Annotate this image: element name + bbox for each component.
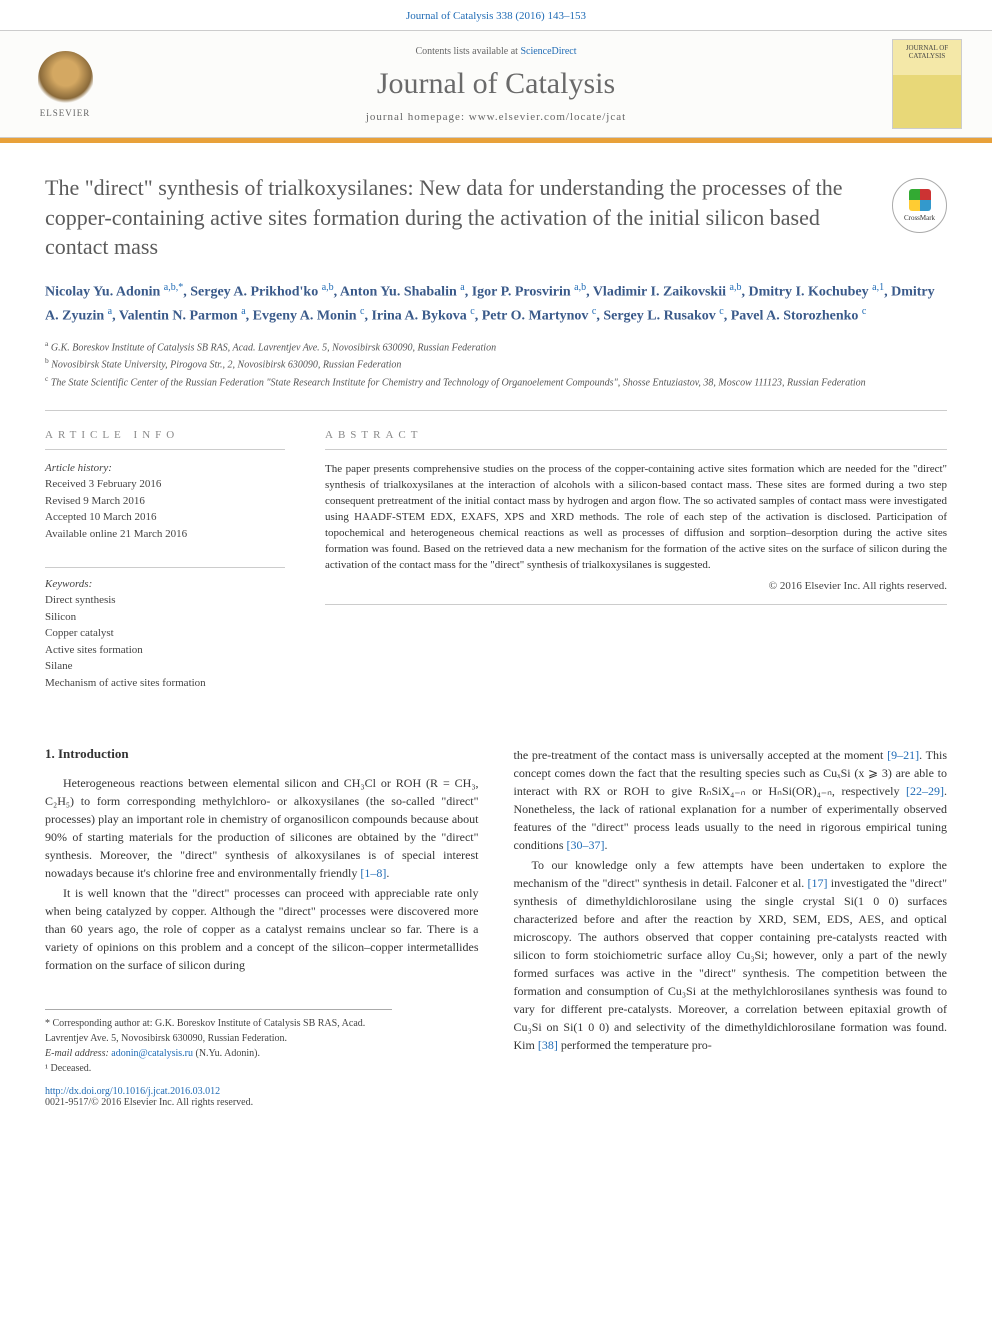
homepage-url[interactable]: www.elsevier.com/locate/jcat [469,111,626,123]
section-heading-intro: 1. Introduction [45,746,479,762]
abstract-column: abstract The paper presents comprehensiv… [325,429,947,691]
affiliation-line: b Novosibirsk State University, Pirogova… [45,355,947,372]
author-list: Nicolay Yu. Adonin a,b,*, Sergey A. Prik… [45,280,947,328]
page-footer: http://dx.doi.org/10.1016/j.jcat.2016.03… [0,1076,992,1128]
keyword-item: Mechanism of active sites formation [45,675,285,692]
elsevier-logo-text: ELSEVIER [40,108,91,118]
email-link[interactable]: adonin@catalysis.ru [111,1048,193,1059]
ref-link-1-8[interactable]: [1–8] [360,866,386,880]
affiliations: a G.K. Boreskov Institute of Catalysis S… [45,338,947,390]
email-attribution: (N.Yu. Adonin). [193,1048,260,1059]
intro-paragraph-1: Heterogeneous reactions between elementa… [45,774,479,882]
elsevier-tree-icon [38,51,93,106]
cover-title: JOURNAL OF CATALYSIS [895,44,959,61]
crossmark-icon [909,189,931,211]
abstract-text: The paper presents comprehensive studies… [325,462,947,574]
abstract-divider [325,604,947,605]
crossmark-label: CrossMark [904,214,935,222]
article-info-column: article info Article history: Received 3… [45,429,285,691]
journal-cover-thumbnail[interactable]: JOURNAL OF CATALYSIS [892,39,962,129]
right-column: the pre-treatment of the contact mass is… [514,746,948,1076]
ref-link-17[interactable]: [17] [808,876,828,890]
section-divider [45,410,947,411]
masthead-center: Contents lists available at ScienceDirec… [120,46,872,123]
history-item: Accepted 10 March 2016 [45,509,285,526]
right-paragraph-2: To our knowledge only a few attempts hav… [514,856,948,1054]
keyword-item: Silane [45,658,285,675]
ref-link-38[interactable]: [38] [538,1038,558,1052]
body-columns: 1. Introduction Heterogeneous reactions … [0,746,992,1076]
history-item: Received 3 February 2016 [45,476,285,493]
corresponding-author-note: * Corresponding author at: G.K. Boreskov… [45,1016,392,1046]
history-item: Revised 9 March 2016 [45,493,285,510]
affiliation-line: c The State Scientific Center of the Rus… [45,373,947,390]
doi-link[interactable]: http://dx.doi.org/10.1016/j.jcat.2016.03… [45,1086,220,1097]
issn-copyright: 0021-9517/© 2016 Elsevier Inc. All right… [45,1097,947,1108]
ref-link-30-37[interactable]: [30–37] [567,838,605,852]
footnotes: * Corresponding author at: G.K. Boreskov… [45,1009,392,1076]
email-line: E-mail address: adonin@catalysis.ru (N.Y… [45,1046,392,1061]
article-title: The "direct" synthesis of trialkoxysilan… [45,173,872,262]
keyword-item: Copper catalyst [45,625,285,642]
abstract-label: abstract [325,429,947,450]
intro-paragraph-2: It is well known that the "direct" proce… [45,884,479,974]
header-citation: Journal of Catalysis 338 (2016) 143–153 [0,0,992,30]
homepage-prefix: journal homepage: [366,111,469,123]
email-label: E-mail address: [45,1048,111,1059]
abstract-copyright: © 2016 Elsevier Inc. All rights reserved… [325,580,947,592]
journal-name: Journal of Catalysis [120,67,872,101]
crossmark-badge[interactable]: CrossMark [892,178,947,233]
sciencedirect-link[interactable]: ScienceDirect [520,46,576,57]
deceased-note: ¹ Deceased. [45,1061,392,1076]
keywords-label: Keywords: [45,578,285,590]
article-info-label: article info [45,429,285,450]
keyword-item: Silicon [45,609,285,626]
history-label: Article history: [45,462,285,474]
keyword-item: Active sites formation [45,642,285,659]
contents-line: Contents lists available at ScienceDirec… [120,46,872,57]
keyword-item: Direct synthesis [45,592,285,609]
masthead: ELSEVIER Contents lists available at Sci… [0,30,992,138]
affiliation-line: a G.K. Boreskov Institute of Catalysis S… [45,338,947,355]
history-item: Available online 21 March 2016 [45,526,285,543]
left-column: 1. Introduction Heterogeneous reactions … [45,746,479,1076]
right-paragraph-1: the pre-treatment of the contact mass is… [514,746,948,854]
homepage-line: journal homepage: www.elsevier.com/locat… [120,111,872,123]
contents-prefix: Contents lists available at [415,46,520,57]
ref-link-22-29[interactable]: [22–29] [906,784,944,798]
elsevier-logo[interactable]: ELSEVIER [30,44,100,124]
ref-link-9-21[interactable]: [9–21] [887,748,919,762]
